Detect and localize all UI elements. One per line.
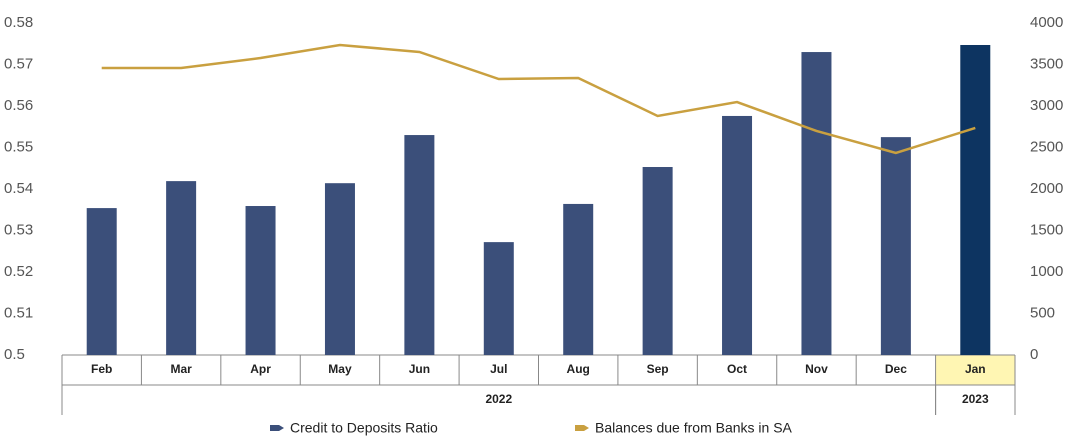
bar (324, 183, 355, 355)
y-tick-label: 0.52 (4, 263, 33, 280)
y2-tick-label: 4000 (1030, 14, 1063, 31)
category-cell (776, 355, 857, 385)
bar (801, 52, 832, 356)
y2-tick-label: 2000 (1030, 180, 1063, 197)
category-cell (379, 355, 460, 385)
bar (722, 115, 753, 356)
y-tick-label: 0.54 (4, 180, 33, 197)
legend-swatch (270, 425, 284, 431)
x-tick-label: Aug (567, 362, 590, 376)
bar (245, 206, 276, 355)
x-tick-label: Feb (91, 362, 112, 376)
x-tick-label: Jun (409, 362, 430, 376)
y2-tick-label: 2500 (1030, 138, 1063, 155)
x-tick-label: Sep (647, 362, 669, 376)
x-tick-label: Jan (965, 362, 986, 376)
group-label: 2023 (962, 392, 989, 406)
y-tick-label: 0.57 (4, 55, 33, 72)
legend-swatch (575, 425, 589, 431)
y-tick-label: 0.51 (4, 304, 33, 321)
group-label: 2022 (485, 392, 512, 406)
legend-label: Balances due from Banks in SA (595, 420, 793, 436)
category-cell (538, 355, 618, 385)
x-tick-label: Mar (170, 362, 192, 376)
category-cell (856, 355, 936, 385)
y2-tick-label: 3000 (1030, 97, 1063, 114)
line (101, 43, 976, 155)
x-tick-label: May (328, 362, 352, 376)
y-tick-label: 0.53 (4, 221, 33, 238)
x-tick-label: Nov (805, 362, 828, 376)
bar (404, 135, 435, 355)
legend-label: Credit to Deposits Ratio (290, 420, 438, 436)
y2-tick-label: 1500 (1030, 221, 1063, 238)
bar (642, 167, 673, 355)
category-cell (220, 355, 301, 385)
category-cell (935, 355, 1015, 385)
x-tick-label: Jul (490, 362, 507, 376)
y2-tick-label: 1000 (1030, 263, 1063, 280)
y-tick-label: 0.56 (4, 97, 33, 114)
bar (960, 44, 991, 356)
bar (563, 203, 594, 355)
bar (483, 242, 514, 355)
x-tick-label: Apr (250, 362, 271, 376)
x-tick-label: Oct (727, 362, 747, 376)
y-tick-label: 0.58 (4, 14, 33, 31)
y-tick-label: 0.55 (4, 138, 33, 155)
category-cell (141, 355, 221, 385)
category-cell (617, 355, 698, 385)
y2-tick-label: 500 (1030, 304, 1055, 321)
category-cell (62, 355, 142, 385)
y-tick-label: 0.5 (4, 346, 25, 363)
bar (86, 208, 117, 355)
y2-tick-label: 0 (1030, 346, 1038, 363)
category-cell (697, 355, 777, 385)
x-tick-label: Dec (885, 362, 907, 376)
category-cell (300, 355, 380, 385)
bar (166, 181, 197, 355)
bar (880, 137, 911, 355)
y2-tick-label: 3500 (1030, 55, 1063, 72)
category-cell (459, 355, 539, 385)
